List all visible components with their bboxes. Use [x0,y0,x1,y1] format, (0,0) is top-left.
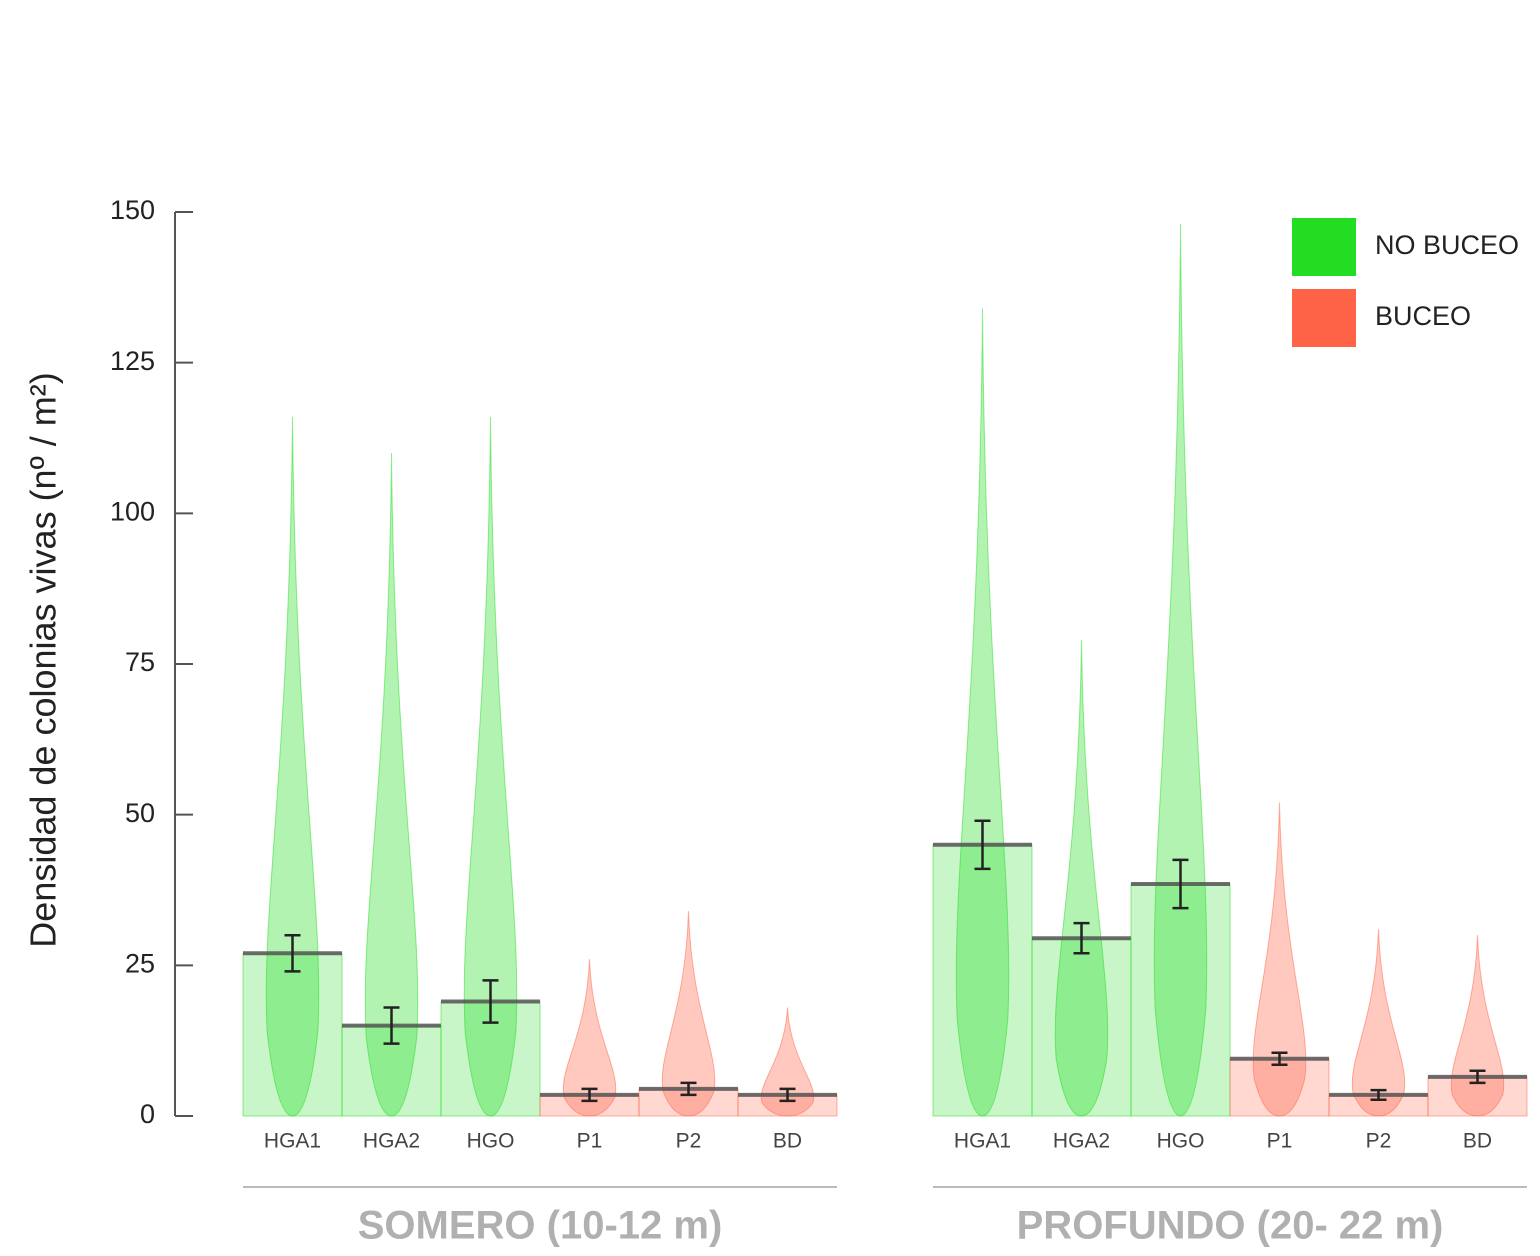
bar [1031,937,1132,1117]
y-axis-label: Densidad de colonias vivas (nº / m²) [23,372,64,947]
x-tick-label: HGA1 [264,1130,321,1153]
error-bar [383,1006,400,1045]
x-tick-label: HGA1 [954,1130,1011,1153]
x-tick-label: P2 [1366,1130,1392,1153]
x-tick-label: BD [1463,1130,1492,1153]
legend-swatch [1292,289,1356,347]
bar [932,844,1033,1117]
error-bar [779,1087,796,1103]
x-tick-label: HGO [467,1130,515,1153]
error-bar [284,933,301,973]
bar [1229,1058,1330,1117]
x-tick-label: BD [773,1130,802,1153]
legend-swatch [1292,218,1356,276]
bar [1130,883,1231,1117]
y-tick-label: 125 [110,346,155,376]
error-bar [680,1081,697,1097]
x-tick-label: P1 [577,1130,603,1153]
error-bar [1370,1088,1387,1101]
x-tick-label: HGO [1157,1130,1205,1153]
error-bar [974,819,991,871]
error-bar [1271,1051,1288,1067]
y-tick-label: 50 [125,798,155,828]
x-tick-label: P1 [1267,1130,1293,1153]
y-tick-label: 75 [125,647,155,677]
group-label: PROFUNDO (20- 22 m) [1017,1204,1444,1248]
legend-label: BUCEO [1375,301,1471,331]
error-bar [482,979,499,1024]
error-bar [1469,1069,1486,1085]
y-tick-label: 25 [125,948,155,978]
error-bar [1073,921,1090,955]
error-bar [1172,858,1189,910]
x-tick-label: P2 [676,1130,702,1153]
x-tick-label: HGA2 [1053,1130,1110,1153]
y-tick-label: 100 [110,496,155,526]
violin [1351,929,1406,1117]
group-label: SOMERO (10-12 m) [358,1204,723,1248]
y-tick-label: 150 [110,195,155,225]
legend-label: NO BUCEO [1375,230,1519,260]
error-bar [581,1087,598,1103]
bar [242,952,343,1117]
y-tick-label: 0 [140,1099,155,1129]
x-tick-label: HGA2 [363,1130,420,1153]
